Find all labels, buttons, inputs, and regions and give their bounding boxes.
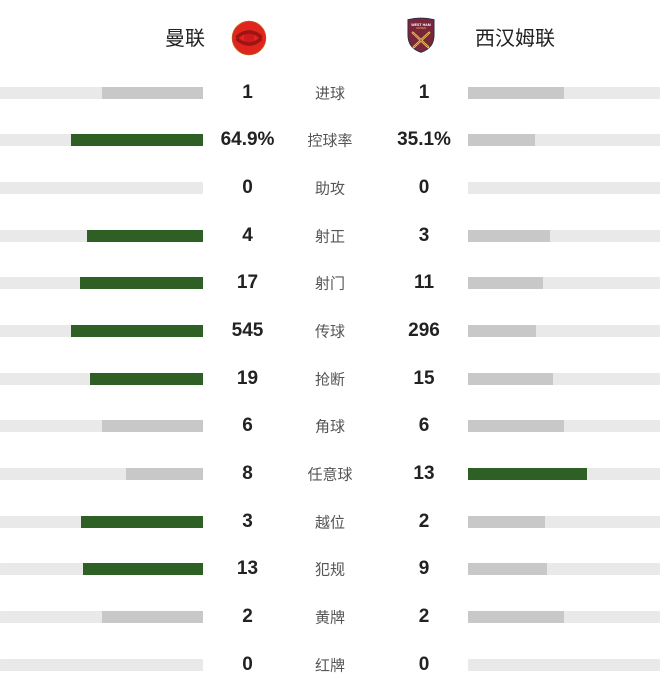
svg-text:WEST HAM: WEST HAM	[411, 23, 431, 27]
